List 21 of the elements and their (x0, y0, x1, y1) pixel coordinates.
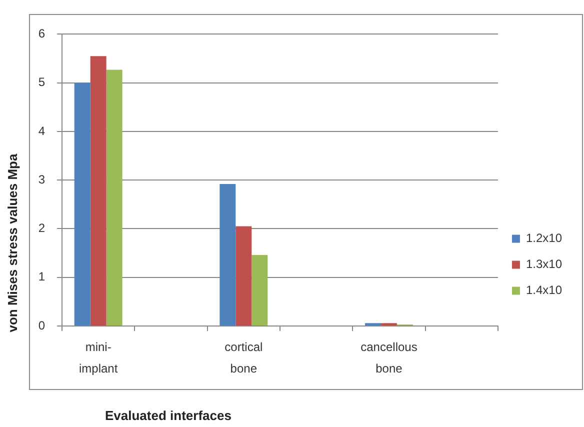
y-tick-label: 1 (38, 270, 46, 284)
y-tick-label: 3 (38, 172, 46, 186)
y-axis-title: von Mises stress values Mpa (5, 154, 20, 332)
y-tick-label: 0 (38, 318, 46, 332)
bar (252, 254, 268, 326)
bar (74, 82, 90, 326)
x-tick-label: mini-implant (78, 340, 118, 376)
legend-label: 1.2x10 (526, 231, 562, 246)
y-tick-label: 5 (38, 75, 46, 90)
bar (106, 70, 122, 326)
bar (220, 184, 236, 326)
legend-label: 1.3x10 (526, 257, 562, 272)
x-tick-label: cancellous bone (360, 340, 418, 376)
legend-label: 1.4x10 (526, 283, 562, 298)
bar (90, 56, 106, 326)
x-axis-title: Evaluated interfaces (105, 408, 232, 423)
x-tick-label: cortical bone (224, 340, 263, 376)
y-tick-label: 2 (38, 221, 46, 236)
bar (236, 226, 252, 326)
y-tick-label: 4 (38, 124, 46, 138)
y-tick-label: 6 (38, 26, 46, 41)
